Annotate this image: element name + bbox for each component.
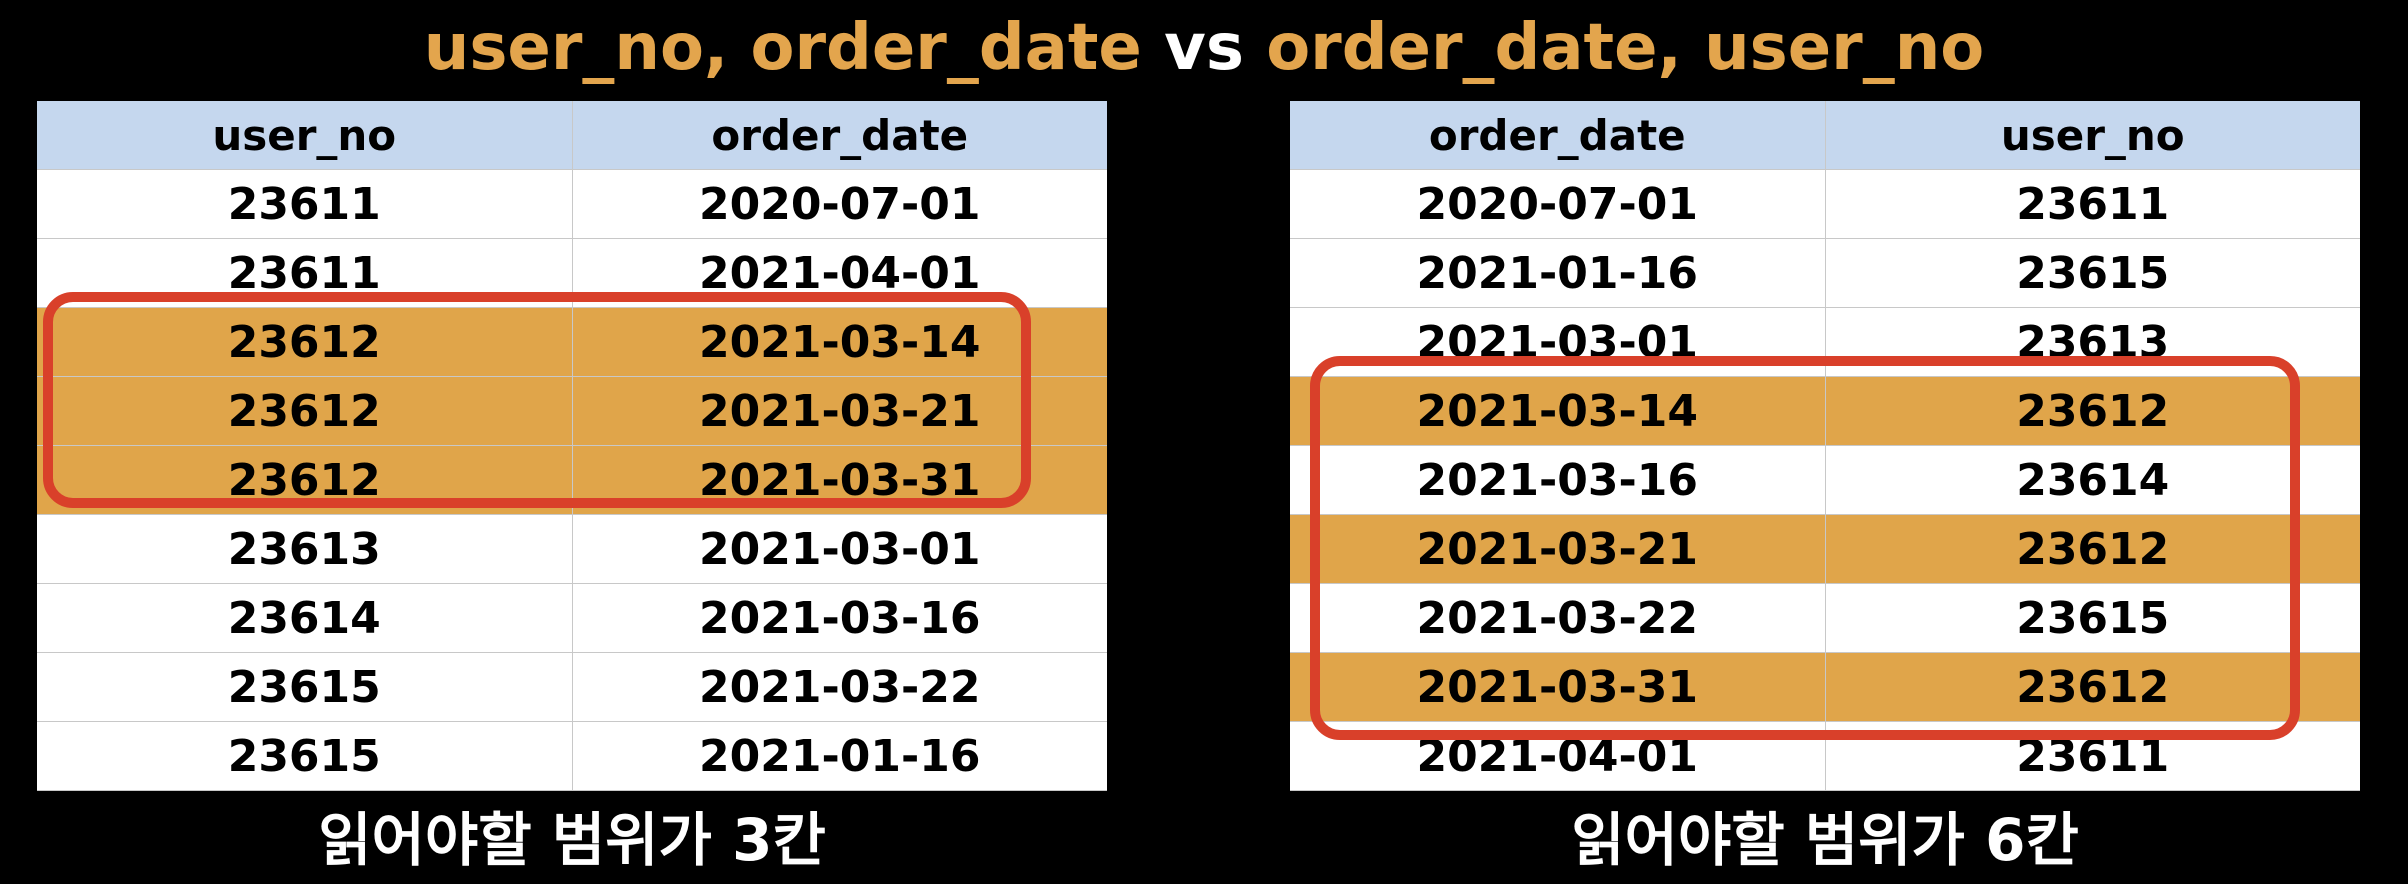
table-row: 2021-04-01 23611 (1290, 721, 2360, 791)
table-cell: 23615 (1824, 238, 2360, 308)
table-cell: 2021-01-16 (1290, 238, 1825, 308)
table-cell: 2021-03-22 (571, 652, 1107, 722)
table-row: 23611 2021-04-01 (37, 238, 1107, 308)
table-cell: 2020-07-01 (1290, 169, 1825, 239)
table-row: 23611 2020-07-01 (37, 169, 1107, 239)
table-cell: 2021-01-16 (571, 721, 1107, 791)
column-header: order_date (571, 101, 1107, 170)
right-caption: 읽어야할 범위가 6칸 (1571, 806, 2079, 874)
right-index-table: order_date user_no 2020-07-01 23611 2021-0… (1290, 101, 2360, 791)
column-header: user_no (1824, 101, 2360, 170)
page-title: user_no, order_date vs order_date, user_… (0, 8, 2408, 88)
table-cell: 23614 (37, 583, 572, 653)
table-cell: 2021-03-01 (1290, 307, 1825, 377)
table-cell: 2021-03-31 (1290, 652, 1825, 722)
table-cell: 23611 (1824, 169, 2360, 239)
title-left-index: user_no, order_date (423, 11, 1142, 85)
table-cell: 2021-03-21 (1290, 514, 1825, 584)
table-cell: 23612 (1824, 376, 2360, 446)
table-cell: 23615 (37, 721, 572, 791)
table-row: 23615 2021-01-16 (37, 721, 1107, 791)
table-cell: 2021-03-31 (571, 445, 1107, 515)
table-row: 2020-07-01 23611 (1290, 169, 2360, 239)
table-cell: 23615 (37, 652, 572, 722)
table-row: 2021-03-01 23613 (1290, 307, 2360, 377)
table-cell: 23612 (1824, 652, 2360, 722)
table-cell: 23612 (37, 445, 572, 515)
table-cell: 23612 (37, 307, 572, 377)
table-row: 23614 2021-03-16 (37, 583, 1107, 653)
table-cell: 23613 (1824, 307, 2360, 377)
table-cell: 2021-04-01 (571, 238, 1107, 308)
table-cell: 2021-04-01 (1290, 721, 1825, 791)
table-header-row: order_date user_no (1290, 101, 2360, 170)
table-cell: 23614 (1824, 445, 2360, 515)
table-cell: 23612 (37, 376, 572, 446)
table-row: 23612 2021-03-31 (37, 445, 1107, 515)
table-cell: 23611 (1824, 721, 2360, 791)
column-header: user_no (37, 101, 572, 170)
table-cell: 23611 (37, 169, 572, 239)
left-caption: 읽어야할 범위가 3칸 (318, 806, 826, 874)
table-row: 2021-03-16 23614 (1290, 445, 2360, 515)
title-vs: vs (1164, 11, 1244, 85)
table-cell: 2021-03-21 (571, 376, 1107, 446)
table-cell: 23615 (1824, 583, 2360, 653)
title-right-index: order_date, user_no (1266, 11, 1985, 85)
column-header: order_date (1290, 101, 1825, 170)
table-cell: 2021-03-14 (1290, 376, 1825, 446)
table-cell: 2021-03-22 (1290, 583, 1825, 653)
table-cell: 2020-07-01 (571, 169, 1107, 239)
table-row: 2021-03-14 23612 (1290, 376, 2360, 446)
table-row: 2021-03-31 23612 (1290, 652, 2360, 722)
table-row: 23613 2021-03-01 (37, 514, 1107, 584)
table-cell: 2021-03-16 (571, 583, 1107, 653)
table-header-row: user_no order_date (37, 101, 1107, 170)
table-row: 23615 2021-03-22 (37, 652, 1107, 722)
table-row: 23612 2021-03-21 (37, 376, 1107, 446)
table-cell: 23612 (1824, 514, 2360, 584)
table-cell: 2021-03-16 (1290, 445, 1825, 515)
table-cell: 2021-03-14 (571, 307, 1107, 377)
table-cell: 23613 (37, 514, 572, 584)
table-row: 2021-01-16 23615 (1290, 238, 2360, 308)
table-row: 23612 2021-03-14 (37, 307, 1107, 377)
table-cell: 23611 (37, 238, 572, 308)
table-row: 2021-03-21 23612 (1290, 514, 2360, 584)
table-row: 2021-03-22 23615 (1290, 583, 2360, 653)
left-index-table: user_no order_date 23611 2020-07-01 23611 2… (37, 101, 1107, 791)
table-cell: 2021-03-01 (571, 514, 1107, 584)
